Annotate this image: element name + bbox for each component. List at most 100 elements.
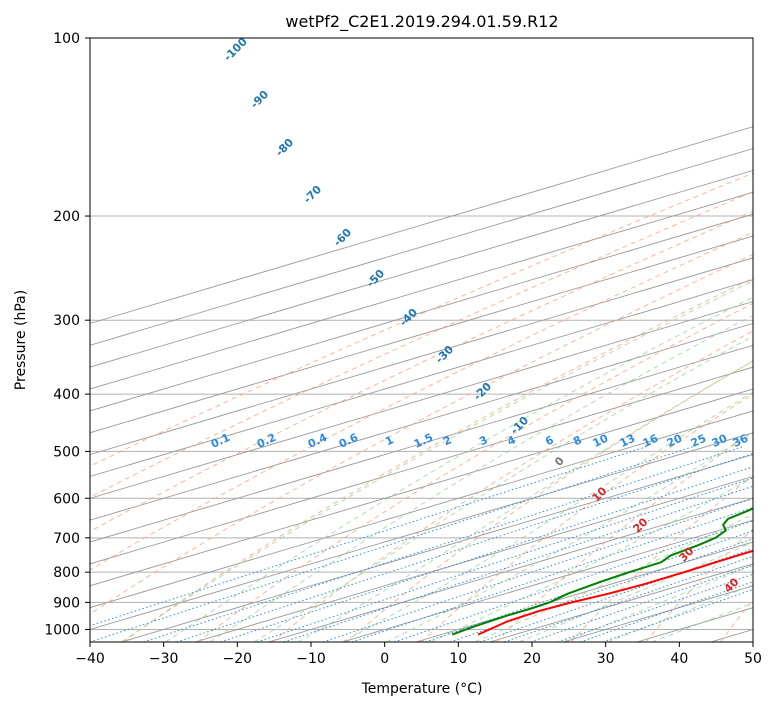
y-tick-label: 400	[53, 387, 80, 403]
mixing-ratio-line	[394, 520, 753, 642]
temperature-profile-line	[477, 549, 753, 636]
mixing-ratio-line	[579, 581, 753, 642]
x-tick-label: 40	[670, 651, 688, 667]
isotherm-line	[90, 366, 753, 565]
dewpoint-profile-line	[451, 507, 753, 636]
x-tick-label: 0	[380, 651, 389, 667]
mixing-ratio-label: 0.6	[337, 431, 360, 451]
isotherm-line	[90, 148, 753, 346]
isotherm-line	[90, 301, 753, 499]
mixing-ratio-label: 6	[543, 433, 556, 448]
mixing-ratio-label: 13	[618, 432, 637, 450]
series-layer	[451, 507, 753, 636]
mixing-ratio-line	[220, 466, 753, 642]
dry-adiabat-line	[90, 172, 753, 467]
plot-area	[90, 38, 753, 642]
mixing-ratio-line	[90, 445, 648, 627]
mixing-ratio-line	[602, 588, 753, 642]
mixing-ratio-line	[503, 555, 753, 642]
mixing-ratio-label: 1.5	[412, 431, 435, 451]
moist-adiabat-line	[297, 360, 753, 642]
dry-adiabat-line	[496, 431, 753, 642]
plot-frame	[89, 37, 754, 643]
isotherm-line	[415, 541, 753, 642]
mixing-ratio-line	[143, 445, 745, 642]
isotherm-line	[90, 410, 753, 609]
moist-adiabat-line	[474, 513, 753, 642]
isotherm-line	[194, 475, 753, 642]
x-tick-label: −30	[149, 651, 179, 667]
x-axis-label: Temperature (°C)	[361, 681, 483, 697]
moist-adiabat-line	[430, 476, 753, 642]
mixing-ratio-line	[256, 477, 753, 642]
mixing-ratio-line	[90, 445, 695, 642]
y-tick-label: 200	[53, 209, 80, 225]
dry-adiabat-label: -80	[273, 136, 296, 159]
x-axis: −40 −30 −20 −10 0 10 20 30 40 50	[75, 642, 762, 667]
y-axis: 100 200 300 400 500 600 700 800 900 1000	[44, 31, 90, 638]
isotherm-line	[90, 235, 753, 434]
dry-adiabat-layer	[90, 172, 753, 642]
y-tick-label: 100	[53, 31, 80, 47]
moist-adiabat-line	[519, 541, 753, 642]
dry-adiabat-label: -100	[221, 35, 250, 64]
y-tick-label: 700	[53, 531, 80, 547]
dry-adiabat-line	[272, 330, 753, 642]
isotherm-line	[90, 388, 753, 587]
dry-adiabat-label: -50	[364, 267, 387, 290]
mixing-ratio-label: 10	[591, 432, 611, 450]
dry-adiabat-line	[90, 191, 753, 498]
x-tick-label: 10	[449, 651, 467, 667]
dry-adiabat-label: 40	[722, 575, 742, 595]
isotherm-line	[90, 257, 753, 456]
x-tick-label: −20	[223, 651, 253, 667]
isotherm-line	[90, 279, 753, 477]
chart-title: wetPf2_C2E1.2019.294.01.59.R12	[285, 12, 558, 32]
dry-adiabat-label: -90	[248, 88, 271, 111]
dry-adiabat-label: -40	[397, 306, 420, 329]
isotherm-line	[90, 322, 753, 521]
moist-adiabat-line	[386, 431, 753, 642]
isotherm-line	[90, 213, 753, 412]
dry-adiabat-line	[346, 360, 753, 642]
isotherm-line	[90, 169, 753, 368]
mixing-ratio-line	[351, 506, 753, 642]
isotherm-line	[121, 454, 753, 642]
dry-adiabat-label: -70	[301, 183, 324, 206]
moist-adiabat-line	[121, 280, 753, 642]
isotherm-line	[268, 497, 753, 642]
y-tick-label: 800	[53, 565, 80, 581]
x-tick-label: 50	[744, 651, 762, 667]
mixing-ratio-label: 25	[689, 432, 708, 450]
y-tick-label: 500	[53, 444, 80, 460]
moist-adiabat-line	[209, 314, 753, 642]
dry-adiabat-line	[90, 210, 753, 533]
y-tick-label: 900	[53, 595, 80, 611]
dry-adiabat-line	[122, 277, 753, 642]
x-tick-label: 20	[523, 651, 541, 667]
isotherm-layer	[90, 126, 753, 642]
mixing-ratio-line	[176, 452, 753, 642]
mixing-ratio-line	[557, 573, 753, 642]
mixing-ratio-layer	[90, 445, 753, 642]
moist-adiabat-line	[165, 296, 753, 642]
y-tick-label: 600	[53, 491, 80, 507]
dry-adiabat-line	[421, 393, 753, 642]
mixing-ratio-label: 16	[641, 432, 661, 450]
x-tick-label: −10	[296, 651, 326, 667]
isotherm-line	[90, 432, 753, 630]
mixing-ratio-line	[530, 564, 753, 642]
moist-adiabat-layer	[121, 280, 753, 642]
dry-adiabat-line	[197, 302, 753, 642]
mixing-ratio-label: 30	[710, 432, 730, 450]
isotherm-line	[90, 191, 753, 390]
y-tick-label: 300	[53, 313, 80, 329]
mixing-ratio-label: 8	[571, 433, 583, 448]
dry-adiabat-line	[90, 231, 753, 571]
dry-adiabat-label: -30	[433, 343, 456, 366]
isotherm-line	[90, 126, 753, 324]
grid-layer	[90, 38, 753, 630]
moist-adiabat-line	[342, 391, 753, 642]
moist-adiabat-line	[253, 335, 753, 642]
dry-adiabat-line	[90, 253, 753, 615]
